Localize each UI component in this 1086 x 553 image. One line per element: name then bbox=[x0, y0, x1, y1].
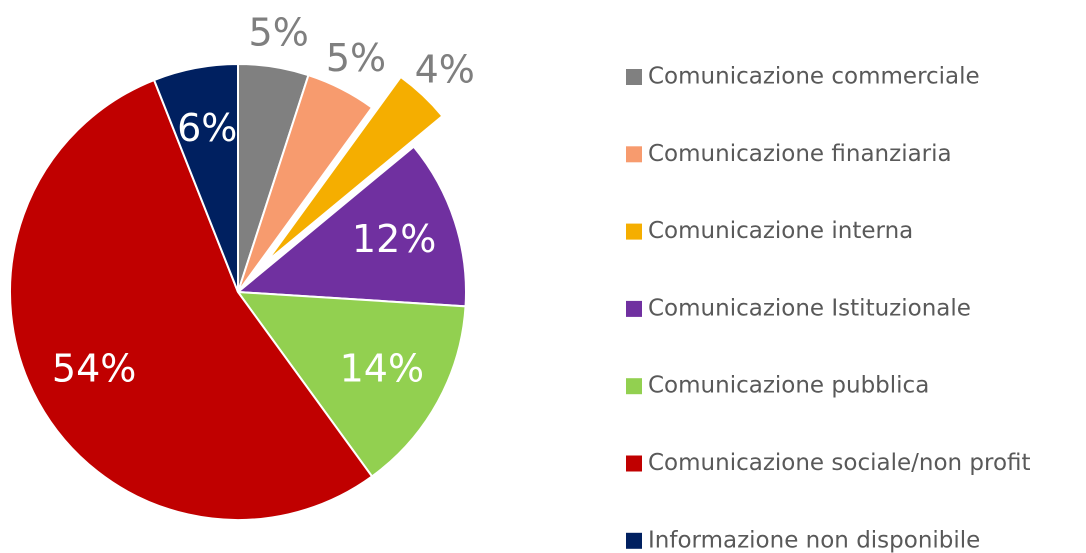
slice-label: 12% bbox=[352, 217, 436, 261]
pie-slice bbox=[235, 290, 467, 478]
legend-label: Informazione non disponibile bbox=[648, 527, 980, 553]
legend-swatch bbox=[626, 378, 642, 395]
legend-swatch bbox=[626, 69, 642, 85]
legend-swatch bbox=[626, 223, 642, 240]
legend-label: Comunicazione sociale/non profit bbox=[648, 450, 1031, 476]
slice-label: 54% bbox=[52, 347, 136, 391]
slice-label: 14% bbox=[340, 347, 424, 391]
pie-slice bbox=[265, 75, 444, 263]
pie-slice bbox=[235, 145, 467, 308]
slice-label: 4% bbox=[415, 47, 475, 91]
slice-label: 5% bbox=[326, 36, 386, 80]
legend-label: Comunicazione commerciale bbox=[648, 64, 980, 90]
legend-label: Comunicazione finanziaria bbox=[648, 141, 952, 167]
pie-slice bbox=[152, 62, 239, 293]
legend-swatch bbox=[626, 146, 642, 163]
legend-label: Comunicazione interna bbox=[648, 218, 913, 244]
legend-swatch bbox=[626, 455, 642, 472]
pie-slice bbox=[237, 73, 374, 293]
slice-label: 5% bbox=[249, 11, 309, 55]
legend-swatch bbox=[626, 300, 642, 317]
legend-swatch bbox=[626, 532, 642, 549]
legend-label: Comunicazione pubblica bbox=[648, 373, 929, 399]
legend-label: Comunicazione Istituzionale bbox=[648, 295, 971, 321]
pie-slice bbox=[9, 78, 374, 521]
slice-label: 6% bbox=[177, 106, 237, 150]
